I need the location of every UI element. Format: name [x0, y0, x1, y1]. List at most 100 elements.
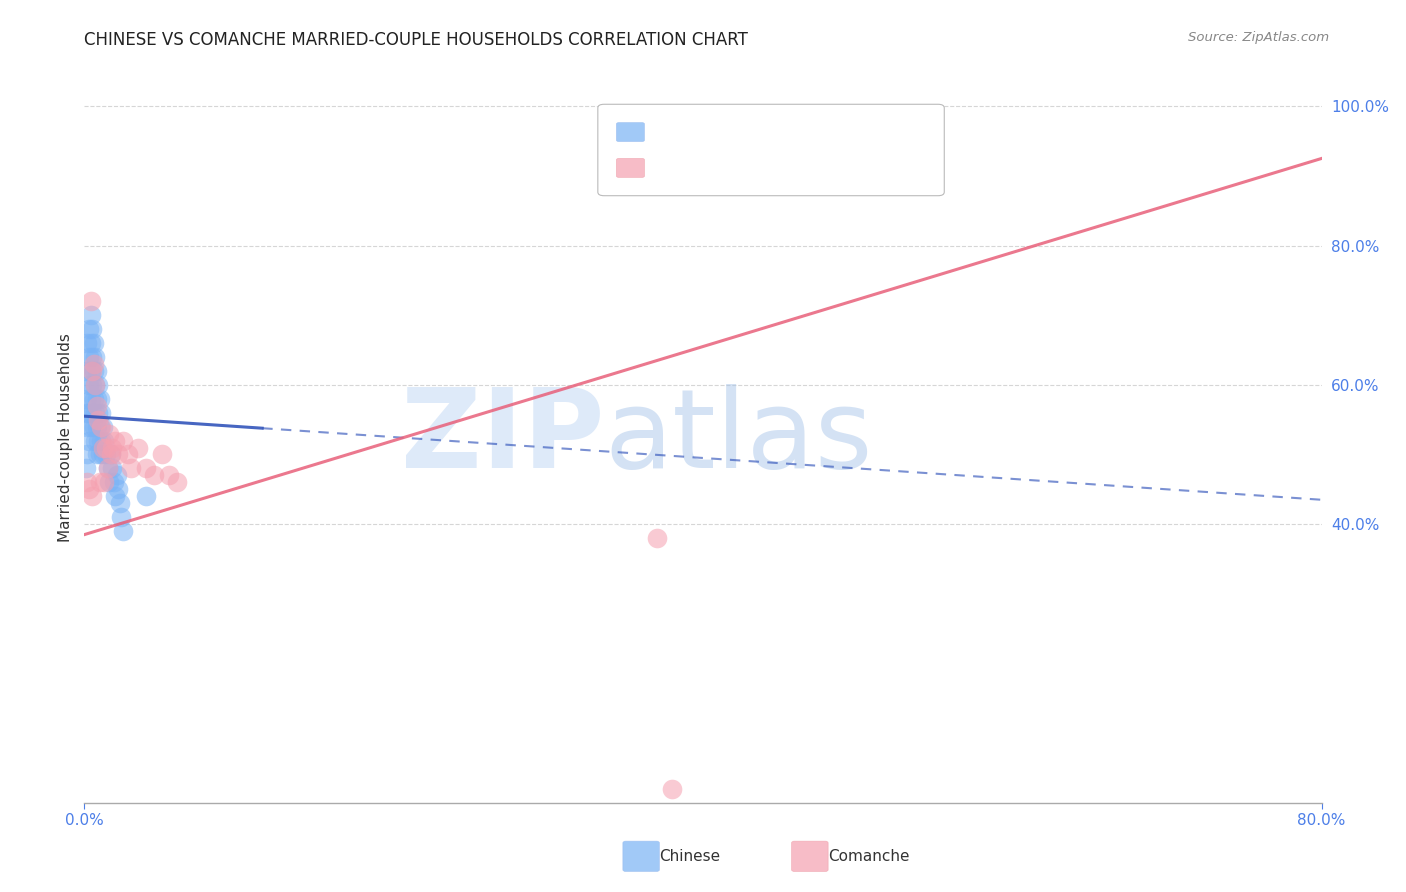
- Point: [89, 392, 111, 406]
- Point: [135, 489, 157, 503]
- Point: [91, 441, 114, 455]
- Point: [127, 441, 149, 455]
- Point: [89, 475, 111, 490]
- Point: [661, 781, 683, 796]
- Point: [79, 336, 101, 351]
- Point: [76, 364, 98, 378]
- Point: [77, 406, 100, 420]
- Point: [84, 377, 107, 392]
- Point: [82, 350, 104, 364]
- Text: atlas: atlas: [605, 384, 873, 491]
- Point: [82, 377, 104, 392]
- Point: [117, 448, 139, 462]
- Point: [77, 377, 100, 392]
- Point: [79, 294, 101, 309]
- Point: [86, 399, 108, 413]
- Point: [89, 448, 111, 462]
- Point: [101, 441, 124, 455]
- Point: [101, 461, 124, 475]
- Point: [86, 419, 108, 434]
- Point: [76, 448, 98, 462]
- Point: [108, 496, 131, 510]
- Point: [94, 448, 117, 462]
- Point: [77, 350, 100, 364]
- Point: [83, 336, 105, 351]
- Point: [159, 468, 180, 483]
- Point: [143, 468, 166, 483]
- Point: [103, 475, 125, 490]
- Point: [90, 434, 112, 448]
- Text: N = 31: N = 31: [821, 161, 877, 176]
- Text: Source: ZipAtlas.com: Source: ZipAtlas.com: [1188, 31, 1329, 45]
- FancyBboxPatch shape: [598, 104, 945, 195]
- Point: [79, 364, 101, 378]
- Point: [77, 322, 100, 336]
- Point: [86, 392, 108, 406]
- Point: [75, 406, 97, 420]
- Text: R =  0.575: R = 0.575: [664, 161, 749, 176]
- Point: [87, 377, 110, 392]
- Point: [98, 475, 121, 490]
- Point: [83, 364, 105, 378]
- Point: [79, 308, 101, 322]
- Y-axis label: Married-couple Households: Married-couple Households: [58, 333, 73, 541]
- Point: [100, 448, 122, 462]
- Point: [90, 406, 112, 420]
- Text: CHINESE VS COMANCHE MARRIED-COUPLE HOUSEHOLDS CORRELATION CHART: CHINESE VS COMANCHE MARRIED-COUPLE HOUSE…: [84, 31, 748, 49]
- Point: [112, 524, 135, 538]
- Point: [82, 406, 104, 420]
- Point: [87, 412, 110, 426]
- Point: [82, 322, 104, 336]
- Point: [94, 441, 117, 455]
- Point: [84, 350, 107, 364]
- Point: [87, 406, 110, 420]
- Point: [83, 419, 105, 434]
- Point: [84, 406, 107, 420]
- Point: [166, 475, 188, 490]
- Point: [135, 461, 157, 475]
- Point: [79, 419, 101, 434]
- Point: [84, 434, 107, 448]
- Point: [86, 364, 108, 378]
- Point: [110, 510, 132, 524]
- Point: [83, 357, 105, 371]
- Text: Comanche: Comanche: [828, 849, 910, 863]
- Point: [150, 448, 173, 462]
- Point: [86, 448, 108, 462]
- Point: [645, 531, 668, 545]
- Point: [76, 419, 98, 434]
- Point: [77, 483, 100, 497]
- Point: [96, 461, 118, 475]
- Point: [91, 448, 114, 462]
- Point: [91, 419, 114, 434]
- FancyBboxPatch shape: [616, 122, 644, 142]
- Point: [87, 434, 110, 448]
- Point: [77, 434, 100, 448]
- Text: R = -0.128: R = -0.128: [664, 125, 749, 139]
- Point: [107, 483, 129, 497]
- Point: [84, 377, 107, 392]
- Point: [107, 448, 129, 462]
- Point: [90, 419, 112, 434]
- Point: [98, 426, 121, 441]
- Point: [93, 475, 115, 490]
- Text: ZIP: ZIP: [401, 384, 605, 491]
- Point: [82, 364, 104, 378]
- Point: [83, 392, 105, 406]
- Point: [96, 461, 118, 475]
- Point: [79, 392, 101, 406]
- Point: [93, 434, 115, 448]
- Point: [75, 461, 97, 475]
- Point: [76, 336, 98, 351]
- Text: N = 57: N = 57: [821, 125, 877, 139]
- Point: [104, 489, 127, 503]
- Point: [82, 489, 104, 503]
- Point: [100, 448, 122, 462]
- Point: [104, 434, 127, 448]
- Point: [112, 434, 135, 448]
- Point: [76, 475, 98, 490]
- FancyBboxPatch shape: [616, 159, 644, 178]
- Point: [120, 461, 142, 475]
- Text: Chinese: Chinese: [659, 849, 720, 863]
- Point: [76, 392, 98, 406]
